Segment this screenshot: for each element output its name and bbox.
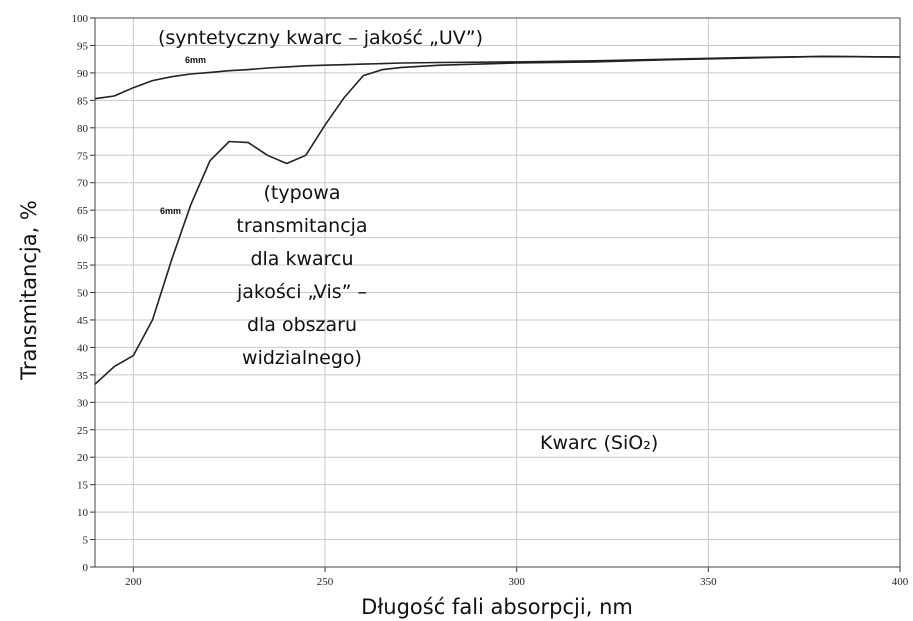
y-tick-label: 55 <box>77 260 89 272</box>
y-tick-label: 80 <box>77 123 89 135</box>
y-tick-label: 45 <box>77 315 89 327</box>
annotation: dla obszaru <box>247 314 357 336</box>
x-tick-label: 300 <box>508 576 525 588</box>
annotation: widzialnego) <box>242 347 362 369</box>
y-tick-label: 75 <box>77 150 89 162</box>
annotation: 6mm <box>185 55 206 65</box>
y-tick-label: 0 <box>83 562 89 574</box>
y-tick-label: 50 <box>77 288 89 300</box>
y-tick-label: 90 <box>77 68 89 80</box>
x-axis-label: Długość fali absorpcji, nm <box>361 595 633 619</box>
x-tick-label: 350 <box>700 576 717 588</box>
y-tick-label: 85 <box>77 95 89 107</box>
y-tick-label: 15 <box>77 480 89 492</box>
y-tick-label: 10 <box>77 507 89 519</box>
annotation: dla kwarcu <box>250 248 353 270</box>
y-tick-label: 25 <box>77 425 89 437</box>
annotation: (typowa <box>264 182 341 204</box>
y-tick-label: 5 <box>83 535 89 547</box>
annotation: (syntetyczny kwarc – jakość „UV”) <box>158 27 483 49</box>
y-axis-label: Transmitancja, % <box>17 200 41 381</box>
x-tick-label: 200 <box>125 576 142 588</box>
annotation: jakości „Vis” – <box>236 281 367 303</box>
line-series <box>94 55 901 100</box>
annotation: Kwarc (SiO₂) <box>540 432 658 454</box>
x-tick-label: 250 <box>317 576 334 588</box>
x-tick-label: 400 <box>892 576 909 588</box>
annotation: 6mm <box>160 206 181 216</box>
annotation: transmitancja <box>236 215 367 237</box>
y-tick-label: 40 <box>77 342 89 354</box>
line-series <box>94 55 901 385</box>
y-tick-label: 35 <box>77 370 89 382</box>
y-tick-label: 100 <box>72 13 89 25</box>
y-tick-label: 30 <box>77 397 89 409</box>
y-tick-label: 60 <box>77 233 89 245</box>
y-tick-label: 95 <box>77 40 89 52</box>
y-tick-label: 70 <box>77 178 89 190</box>
plot-frame <box>94 17 901 568</box>
y-tick-label: 20 <box>77 452 89 464</box>
y-tick-label: 65 <box>77 205 89 217</box>
